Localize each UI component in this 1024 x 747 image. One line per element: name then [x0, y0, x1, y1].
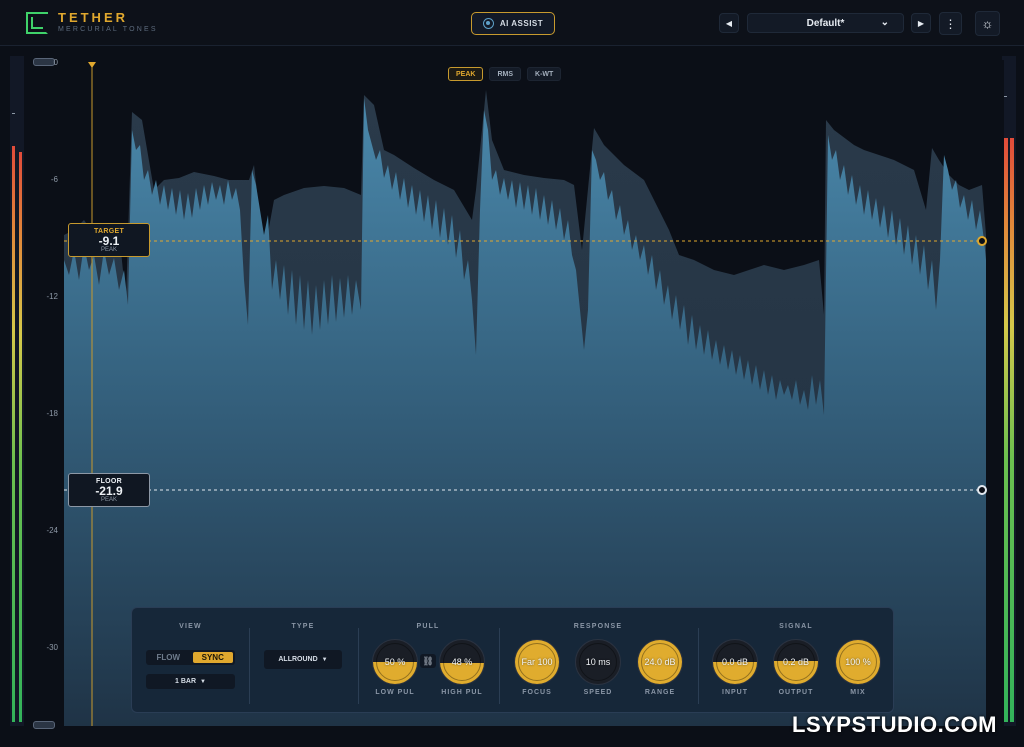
mode-rms-button[interactable]: RMS	[489, 67, 522, 81]
output-waveform	[64, 98, 986, 726]
bar-length-dropdown[interactable]: 1 BAR ▼	[146, 674, 235, 689]
floor-mode: PEAK	[100, 497, 117, 503]
ai-assist-icon	[482, 18, 494, 29]
low-pull-label: LOW PUL	[375, 689, 415, 696]
input-gain-knob[interactable]: 0.0 dB	[712, 639, 758, 685]
playhead-marker	[88, 62, 96, 68]
output-gain-value: 0.2 dB	[782, 657, 810, 667]
more-menu-button[interactable]: ⋮	[939, 12, 962, 35]
header-bar: TETHER MERCURIAL TONES AI ASSIST ◀ Defau…	[0, 0, 1024, 46]
ai-assist-label: AI ASSIST	[499, 19, 544, 28]
view-flow-button[interactable]: FLOW	[156, 653, 181, 662]
brand-title: TETHER	[58, 10, 128, 25]
chevron-down-icon: ⌄	[880, 17, 889, 28]
target-line-handle	[977, 236, 987, 246]
floor-title: FLOOR	[96, 478, 122, 485]
left-meter-channel-1	[12, 146, 15, 722]
prev-preset-button[interactable]: ◀	[719, 13, 739, 33]
floor-readout[interactable]: FLOOR -21.9 PEAK	[68, 473, 150, 507]
left-meter-peak-tick	[12, 113, 15, 114]
low-pull-knob[interactable]: 50 %	[372, 639, 418, 685]
range-value: 24.0 dB	[644, 657, 676, 667]
link-icon[interactable]: ⛓	[420, 654, 436, 668]
view-sync-button[interactable]: SYNC	[192, 652, 233, 663]
logo-icon	[26, 12, 48, 34]
speed-value: 10 ms	[585, 657, 611, 667]
pull-section-label: PULL	[416, 623, 440, 630]
output-gain-label: OUTPUT	[778, 689, 814, 696]
mode-kwt-button[interactable]: K-WT	[527, 67, 562, 81]
focus-label: FOCUS	[522, 689, 552, 696]
preset-name: Default*	[806, 17, 845, 29]
ai-assist-button[interactable]: AI ASSIST	[471, 12, 555, 35]
target-value: -9.1	[98, 234, 120, 248]
target-readout[interactable]: TARGET -9.1 PEAK	[68, 223, 150, 257]
divider	[499, 628, 500, 704]
output-gain-knob[interactable]: 0.2 dB	[773, 639, 819, 685]
watermark-text: LSYPSTUDIO.COM	[792, 712, 998, 737]
range-label: RANGE	[644, 689, 676, 696]
preset-selector[interactable]: Default* ⌄	[747, 13, 904, 33]
input-gain-value: 0.0 dB	[721, 657, 749, 667]
range-knob[interactable]: 24.0 dB	[637, 639, 683, 685]
divider	[698, 628, 699, 704]
mix-knob[interactable]: 100 %	[835, 639, 881, 685]
low-pull-value: 50 %	[384, 657, 406, 667]
waveform-display[interactable]	[64, 60, 1004, 726]
bottom-range-handle[interactable]	[33, 721, 55, 729]
target-mode: PEAK	[100, 247, 117, 253]
axis-label-30: -30	[46, 643, 58, 652]
focus-value: Far 100	[521, 657, 553, 667]
view-mode-toggle: FLOW SYNC	[146, 650, 235, 665]
divider	[249, 628, 250, 704]
mix-label: MIX	[850, 689, 866, 696]
bar-length-value: 1 BAR	[175, 678, 197, 685]
high-pull-value: 48 %	[451, 657, 473, 667]
axis-label-6: -6	[50, 175, 58, 184]
waveform-svg	[64, 62, 987, 726]
top-range-handle[interactable]	[33, 58, 55, 66]
input-gain-label: INPUT	[722, 689, 748, 696]
response-section-label: RESPONSE	[573, 623, 623, 630]
axis-label-12: -12	[46, 292, 58, 301]
right-meter-channel-2	[1010, 138, 1014, 722]
floor-value: -21.9	[95, 484, 123, 498]
control-panel: VIEW FLOW SYNC 1 BAR ▼ TYPE ALLROUND ▼ P…	[131, 607, 894, 713]
axis-label-0: 0	[53, 58, 58, 67]
speed-label: SPEED	[583, 689, 613, 696]
floor-line-handle	[977, 485, 987, 495]
mode-peak-button[interactable]: PEAK	[448, 67, 484, 81]
right-meter-peak-tick	[1004, 96, 1007, 97]
high-pull-knob[interactable]: 48 %	[439, 639, 485, 685]
speed-knob[interactable]: 10 ms	[575, 639, 621, 685]
type-dropdown[interactable]: ALLROUND ▼	[264, 650, 342, 669]
caret-down-icon: ▼	[200, 678, 206, 685]
caret-down-icon: ▼	[321, 656, 328, 663]
high-pull-label: HIGH PUL	[441, 689, 483, 696]
target-title: TARGET	[93, 228, 125, 235]
signal-section-label: SIGNAL	[779, 623, 813, 630]
right-meter-channel-1	[1004, 138, 1008, 722]
type-section-label: TYPE	[291, 623, 315, 630]
mix-value: 100 %	[845, 657, 871, 667]
brand-subtitle: MERCURIAL TONES	[58, 26, 158, 33]
left-meter-channel-2	[19, 152, 22, 722]
axis-label-18: -18	[46, 409, 58, 418]
view-section-label: VIEW	[179, 623, 202, 630]
brightness-icon[interactable]: ☼	[975, 11, 1000, 36]
next-preset-button[interactable]: ▶	[911, 13, 931, 33]
axis-label-24: -24	[46, 526, 58, 535]
divider	[358, 628, 359, 704]
type-value: ALLROUND	[278, 656, 318, 663]
focus-knob[interactable]: Far 100	[514, 639, 560, 685]
detection-mode-group: PEAK RMS K-WT	[448, 67, 562, 81]
